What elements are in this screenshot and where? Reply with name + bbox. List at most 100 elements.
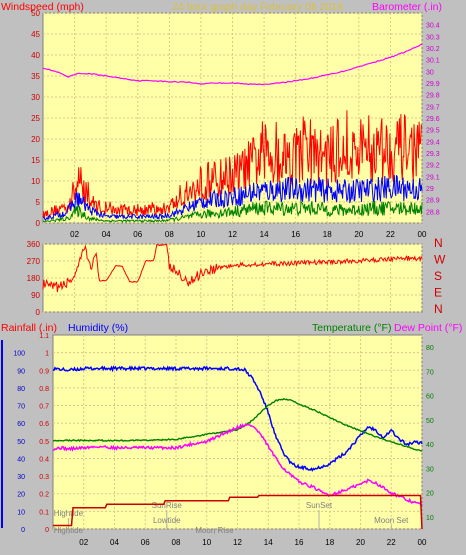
hour-tick-label: 02 [79,538,88,547]
hour-tick-label: 22 [386,230,395,239]
hour-tick-label: 16 [295,538,304,547]
dewpoint-axis-title: Dew Point (°F) [394,322,462,334]
barometer-tick-label: 29 [426,186,434,193]
wind-direction-series [42,244,423,293]
hour-tick-label: 12 [233,538,242,547]
tide-sun-label: SunRise [152,501,183,510]
hour-tick-label: 04 [110,538,119,547]
temperature-line [52,397,423,452]
barometer-axis: 28.8 28.9 29 29.1 29.2 29.3 29.4 29.5 29.6 29.7 29… [426,23,440,217]
barometer-tick-label: 30.4 [426,23,440,30]
temperature-tick-label: 10 [426,515,434,522]
windspeed-tick-label: 30 [31,93,40,102]
windspeed-tick-label: 10 [31,177,40,186]
barometer-tick-label: 29.1 [426,174,440,181]
hour-tick-label: 20 [356,538,365,547]
direction-tick-label: 0 [36,308,41,317]
hour-tick-label: 00 [418,230,427,239]
humidity-tick-label: 50 [17,439,25,446]
wind-baro-grid [43,12,423,224]
humidity-tick-label: 0 [21,527,25,534]
tide-sun-label: Hightide [54,526,84,535]
windspeed-tick-label: 35 [31,72,40,81]
barometer-tick-label: 30.3 [426,34,440,41]
barometer-tick-label: 30 [426,69,434,76]
hour-tick-label: 12 [228,230,237,239]
rainfall-axis: 0 0.1 0.2 0.3 0.4 0.5 0.6 0.7 0.8 0.9 1 1.1 [39,333,49,534]
wind-direction-line [42,244,423,293]
windspeed-tick-label: 40 [31,51,40,60]
hour-tick-label: 20 [354,230,363,239]
tide-sun-label: Hightide [54,509,84,518]
barometer-tick-label: 29.9 [426,81,440,88]
graph-title: 24 hour graph day February 08 2019 [172,1,343,13]
temperature-tick-label: 60 [426,394,434,401]
rainfall-tick-label: 1.1 [39,333,49,340]
windspeed-tick-label: 15 [31,156,40,165]
barometer-tick-label: 28.8 [426,209,440,216]
rainfall-tick-label: 0.4 [39,456,49,463]
temperature-tick-label: 20 [426,491,434,498]
hour-tick-label: 10 [196,230,205,239]
hour-tick-label: 10 [202,538,211,547]
windspeed-tick-label: 45 [31,30,40,39]
hour-tick-label: 06 [141,538,150,547]
hour-tick-label: 14 [260,230,269,239]
wind-gust-line [42,110,423,218]
rainfall-tick-label: 0.8 [39,386,49,393]
temperature-tick-label: 40 [426,442,434,449]
direction-degree-axis: 0 90 180 270 360 [27,240,41,317]
hour-tick-label: 16 [291,230,300,239]
barometer-tick-label: 29.7 [426,104,440,111]
temperature-tick-label: 80 [426,345,434,352]
tide-sun-label: Moon Set [374,516,409,525]
humidity-tick-label: 30 [17,474,25,481]
barometer-tick-label: 29.2 [426,163,440,170]
dewpoint-line [52,423,423,507]
barometer-line [42,43,423,86]
hour-tick-label: 06 [133,230,142,239]
hour-tick-label: 08 [165,230,174,239]
rain-humidity-temp-series [52,365,423,530]
hour-tick-label: 00 [418,538,427,547]
temperature-axis: 10 20 30 40 50 60 70 80 [426,345,434,522]
rainfall-tick-label: 0.7 [39,404,49,411]
windspeed-axis: 0 5 10 15 20 25 30 35 40 45 50 [31,9,40,228]
direction-tick-label: 90 [31,291,40,300]
rainfall-tick-label: 0.3 [39,474,49,481]
wind-average-line [42,175,423,221]
rainfall-tick-label: 0 [45,527,49,534]
hour-tick-label: 14 [264,538,273,547]
temperature-tick-label: 70 [426,369,434,376]
barometer-tick-label: 30.1 [426,58,440,65]
hour-tick-label: 08 [172,538,181,547]
temperature-tick-label: 50 [426,418,434,425]
baro-axis-title: Barometer (.in) [372,1,442,13]
hour-tick-label: 02 [70,230,79,239]
humidity-axis-title: Humidity (%) [68,322,128,334]
wind-axis-title: Windspeed (mph) [1,1,84,13]
rain-humidity-temp-x-axis: 02 04 06 08 10 12 14 16 18 20 22 00 [79,538,427,547]
humidity-tick-label: 20 [17,492,25,499]
wind-direction-grid [43,243,423,313]
barometer-tick-label: 29.8 [426,93,440,100]
direction-tick-label: 270 [27,257,41,266]
tide-sun-label: Lowtide [153,516,181,525]
barometer-tick-label: 29.4 [426,139,440,146]
rainfall-tick-label: 0.1 [39,509,49,516]
wind-baro-x-axis: 02 04 06 08 10 12 14 16 18 20 22 00 [70,230,427,239]
rainfall-axis-title: Rainfall (.in) [1,322,57,334]
humidity-line [53,365,423,472]
tide-sun-label: SunSet [306,501,333,510]
rain-humidity-temp-panel: 0 0.1 0.2 0.3 0.4 0.5 0.6 0.7 0.8 0.9 1 1.1 0 10 20 30… [1,333,434,547]
humidity-tick-label: 100 [13,351,25,358]
tide-sun-label: Moon Rise [195,526,234,535]
windspeed-tick-label: 25 [31,114,40,123]
humidity-tick-label: 60 [17,421,25,428]
barometer-tick-label: 28.9 [426,198,440,205]
windspeed-tick-label: 0 [36,219,41,228]
tide-sun-markers: Hightide Hightide SunRise Lowtide Moon Rise S… [54,501,409,535]
